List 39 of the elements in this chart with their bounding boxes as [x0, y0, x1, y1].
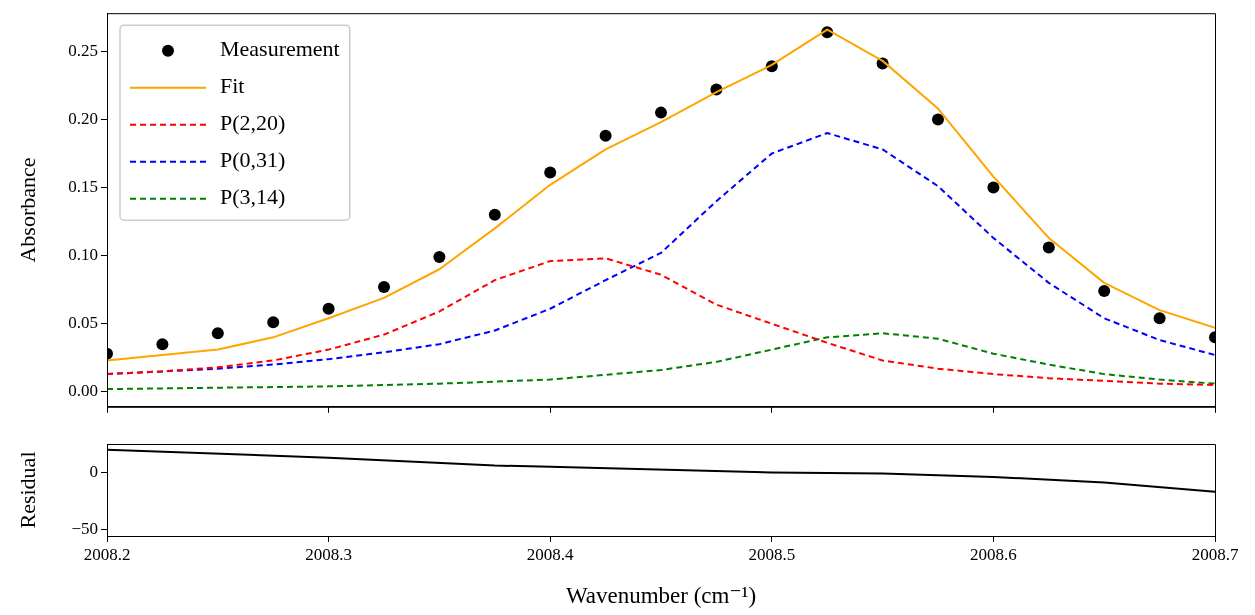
x-axis-title: Wavenumber (cm⁻¹) — [565, 583, 757, 609]
y-axis-title: Residual — [14, 451, 40, 529]
point — [544, 166, 557, 179]
x-tick-label: 2008.3 — [305, 544, 352, 564]
y-tick-label: 0.15 — [68, 177, 98, 196]
y-tick-label: 0.25 — [68, 40, 98, 60]
point — [599, 129, 612, 142]
point — [322, 302, 335, 315]
legend-label: Fit — [220, 73, 245, 99]
point — [433, 250, 446, 263]
point — [932, 113, 944, 126]
y-axis-title: Absorbance — [14, 157, 40, 263]
x-tick-label: 2008.4 — [526, 544, 575, 564]
point — [156, 338, 169, 351]
y-tick-label: 0 — [89, 461, 98, 481]
line-series — [107, 332, 1215, 391]
legend-label: P(0,31) — [220, 147, 286, 173]
point — [1098, 285, 1111, 298]
point — [987, 181, 1000, 194]
legend-label: Measurement — [220, 36, 340, 62]
x-tick-label: 2008.6 — [970, 544, 1017, 564]
point — [211, 327, 224, 340]
line-series — [107, 257, 1215, 387]
y-tick-label: 0.05 — [68, 313, 98, 333]
y-tick-label: 0.20 — [68, 108, 98, 128]
point — [1042, 241, 1055, 254]
y-tick-label: 0.00 — [68, 381, 98, 401]
point — [655, 106, 667, 119]
point — [378, 280, 390, 293]
x-tick-label: 2008.5 — [748, 544, 796, 564]
point — [488, 208, 501, 221]
point — [1153, 312, 1166, 325]
legend-label: P(3,14) — [220, 184, 286, 210]
x-tick-label: 2008.7 — [1191, 544, 1239, 564]
point — [267, 316, 280, 329]
y-tick-label: 0.10 — [68, 245, 98, 265]
x-tick-label: 2008.2 — [83, 544, 131, 564]
legend-label: P(2,20) — [220, 110, 286, 136]
y-tick-label: −50 — [71, 518, 98, 538]
